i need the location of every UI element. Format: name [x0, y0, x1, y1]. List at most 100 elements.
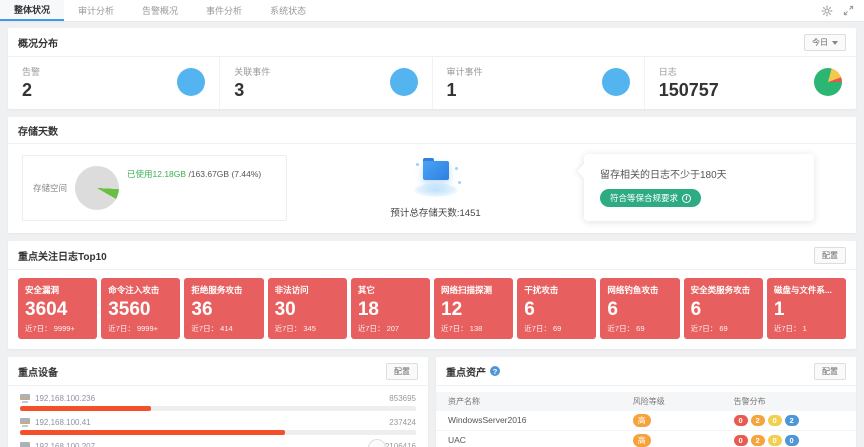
log-card-title: 拒绝服务攻击 — [191, 285, 243, 295]
device-bar — [20, 405, 151, 411]
log-card-recent: 近7日： 207 — [357, 323, 400, 333]
log-card[interactable]: 安全漏洞 3604 近7日： 9999+ — [18, 278, 98, 339]
log-card[interactable]: 干扰攻击 6 近7日： 69 — [517, 278, 597, 339]
gear-icon[interactable] — [821, 5, 833, 17]
chevron-down-icon — [832, 40, 838, 45]
dist-medium-badge: 0 — [767, 434, 782, 446]
compliance-badge-label: 符合等保合规要求 — [610, 193, 679, 203]
device-bar-track — [20, 405, 416, 411]
overview-title: 概况分布 — [18, 39, 58, 50]
log-card-title: 非法访问 — [274, 285, 309, 295]
log-card-title: 其它 — [357, 285, 375, 295]
stat-audit-events: 审计事件 1 — [433, 57, 645, 109]
log-card[interactable]: 非法访问 30 近7日： 345 — [267, 278, 347, 339]
log-card[interactable]: 命令注入攻击 3560 近7日： 9999+ — [101, 278, 181, 339]
log-card-title: 网络钓鱼攻击 — [607, 285, 659, 295]
device-row[interactable]: 192.168.100.41 237424 — [20, 417, 416, 435]
log-card[interactable]: 安全类服务攻击 6 近7日： 69 — [683, 278, 763, 339]
log-card-recent: 近7日： 1 — [773, 323, 807, 333]
asset-name: WindowsServer2016 — [436, 410, 621, 431]
key-assets-title: 重点资产 — [446, 367, 486, 379]
dist-critical-badge: 0 — [733, 434, 748, 446]
asset-row[interactable]: UAC 高 0 2 0 0 — [436, 430, 856, 447]
log-card-value: 6 — [690, 299, 702, 320]
audit-donut-icon — [601, 68, 630, 96]
stat-value: 1 — [446, 80, 457, 100]
storage-used-text: 已使用12.18GB — [127, 168, 187, 179]
log-card-value: 6 — [607, 299, 618, 320]
dist-high-badge: 2 — [750, 434, 765, 446]
logs-pie-icon — [814, 68, 842, 96]
storage-days-block: 预计总存储天数:1451 — [307, 157, 564, 219]
folder-icon — [406, 157, 466, 203]
device-list: 192.168.100.236 853695 192.168.100.41 23… — [8, 386, 428, 447]
events-donut-icon — [389, 68, 418, 96]
fullscreen-icon[interactable] — [843, 5, 854, 16]
log-card-value: 3604 — [25, 299, 68, 320]
log-card[interactable]: 其它 18 近7日： 207 — [350, 278, 431, 339]
log-card-recent: 近7日： 69 — [607, 323, 645, 333]
log-card[interactable]: 网络钓鱼攻击 6 近7日： 69 — [600, 278, 680, 339]
col-alert-distribution: 告警分布 — [721, 391, 856, 411]
period-dropdown[interactable]: 今日 — [804, 34, 846, 51]
dist-high-badge: 2 — [750, 414, 765, 426]
stat-value: 150757 — [658, 80, 719, 100]
retention-note-text: 留存相关的日志不少于180天 — [600, 170, 727, 181]
log-card-recent: 近7日： 69 — [524, 323, 562, 333]
storage-total-text: /163.67GB (7.44%) — [186, 168, 262, 179]
tab-event-analysis[interactable]: 事件分析 — [206, 6, 243, 16]
log-card-recent: 近7日： 138 — [441, 323, 483, 333]
compliance-badge-button[interactable]: 符合等保合规要求 i — [600, 189, 702, 207]
device-ip: 192.168.100.236 — [35, 393, 96, 403]
dist-low-badge: 0 — [784, 434, 799, 446]
log-card-recent: 近7日： 414 — [191, 323, 233, 333]
storage-pie-chart — [75, 165, 120, 210]
log-card[interactable]: 拒绝服务攻击 36 近7日： 414 — [184, 278, 264, 339]
device-ip: 192.168.100.41 — [35, 417, 91, 427]
device-row[interactable]: 192.168.100.236 853695 — [20, 393, 416, 411]
log-card-title: 安全漏洞 — [25, 285, 60, 295]
asset-table: 资产名称 风险等级 告警分布 WindowsServer2016 高 0 2 0… — [436, 391, 856, 447]
stat-label: 告警 — [22, 67, 41, 77]
log-card-value: 6 — [524, 299, 535, 320]
device-bar — [20, 429, 286, 435]
log-card-value: 12 — [441, 299, 463, 320]
stat-label: 日志 — [658, 67, 677, 77]
overview-section: 概况分布 今日 告警 2 关联事件 3 — [8, 28, 856, 109]
overview-stats: 告警 2 关联事件 3 审计事件 1 — [8, 57, 856, 109]
device-count: 237424 — [389, 417, 416, 427]
tab-audit-analysis[interactable]: 审计分析 — [78, 6, 115, 16]
log-card-recent: 近7日： 345 — [274, 323, 316, 333]
storage-title: 存储天数 — [18, 127, 58, 138]
storage-section: 存储天数 存储空间 已使用12.18GB /163.67GB (7.44%) — [8, 117, 856, 233]
devices-config-button[interactable]: 配置 — [386, 362, 418, 380]
assets-config-button[interactable]: 配置 — [814, 362, 846, 380]
top-logs-config-button[interactable]: 配置 — [814, 247, 846, 264]
device-row[interactable]: 192.168.100.207 2106416 — [20, 441, 416, 447]
tab-system-status[interactable]: 系统状态 — [270, 6, 307, 16]
dist-medium-badge: 0 — [767, 414, 782, 426]
device-ip: 192.168.100.207 — [35, 441, 96, 447]
stat-value: 3 — [234, 80, 245, 100]
tab-alert-overview[interactable]: 告警概况 — [142, 6, 179, 16]
log-card[interactable]: 网络扫描探测 12 近7日： 138 — [434, 278, 514, 339]
storage-days-label: 预计总存储天数:1451 — [390, 207, 481, 219]
retention-note-card: 留存相关的日志不少于180天 符合等保合规要求 i — [584, 154, 814, 221]
risk-badge: 高 — [632, 433, 651, 447]
stat-label: 审计事件 — [446, 67, 483, 77]
asset-row[interactable]: WindowsServer2016 高 0 2 0 2 — [436, 410, 856, 431]
log-card[interactable]: 磁盘与文件系... 1 近7日： 1 — [766, 278, 847, 339]
help-icon[interactable]: ? — [490, 366, 500, 377]
tab-overall-status[interactable]: 整体状况 — [0, 0, 65, 21]
alerts-donut-icon — [177, 68, 206, 96]
stat-value: 2 — [22, 80, 33, 100]
log-card-title: 命令注入攻击 — [108, 285, 160, 295]
device-count: 2106416 — [384, 441, 416, 447]
key-devices-section: 重点设备 配置 192.168.100.236 853695 192.168.1… — [8, 356, 428, 447]
period-dropdown-label: 今日 — [812, 38, 828, 47]
log-card-title: 安全类服务攻击 — [690, 285, 751, 295]
top-logs-title: 重点关注日志Top10 — [18, 252, 107, 263]
device-count: 853695 — [389, 393, 416, 403]
log-card-recent: 近7日： 69 — [690, 323, 728, 333]
device-icon — [20, 441, 30, 447]
